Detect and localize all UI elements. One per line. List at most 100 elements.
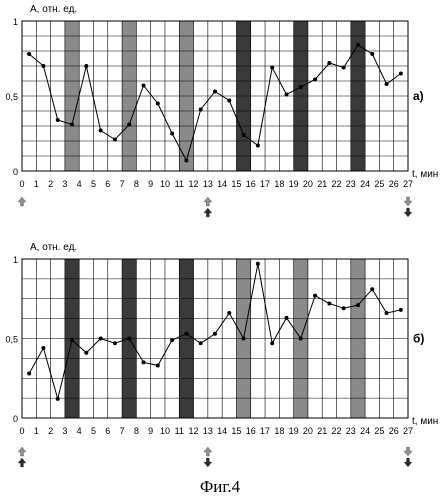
x-tick-label: 21 (317, 426, 327, 436)
data-point (170, 132, 174, 136)
panel-label: а) (413, 89, 424, 103)
x-tick-label: 20 (303, 179, 313, 189)
x-tick-label: 2 (48, 426, 53, 436)
x-tick-label: 7 (120, 179, 125, 189)
data-point (113, 138, 117, 142)
data-point (184, 159, 188, 163)
x-tick-label: 17 (260, 179, 270, 189)
data-point (84, 351, 88, 355)
arrow-up-dark-icon (18, 458, 26, 467)
data-point (199, 108, 203, 112)
x-tick-label: 13 (203, 179, 213, 189)
x-tick-label: 16 (246, 426, 256, 436)
y-tick-label: 1 (13, 17, 18, 27)
data-point (56, 118, 60, 122)
data-point (256, 262, 260, 266)
data-point (41, 346, 45, 350)
data-point (27, 371, 31, 375)
x-tick-label: 3 (62, 426, 67, 436)
data-point (356, 303, 360, 307)
figure-caption: Фиг.4 (200, 477, 241, 496)
x-tick-label: 16 (246, 179, 256, 189)
x-tick-label: 7 (120, 426, 125, 436)
data-point (284, 93, 288, 97)
data-point (70, 123, 74, 127)
data-point (242, 133, 246, 137)
y-axis-label: A, отн. ед. (30, 242, 77, 253)
chart-panel-b: 00,5101234567891011121314151617181920212… (5, 242, 438, 467)
x-tick-label: 26 (389, 426, 399, 436)
x-axis-label: t, мин (412, 169, 438, 180)
arrow-down-light-icon (404, 447, 412, 456)
data-point (99, 337, 103, 341)
y-tick-label: 1 (13, 255, 18, 265)
arrow-down-light-icon (404, 197, 412, 206)
y-tick-label: 0 (13, 167, 18, 177)
data-point (199, 341, 203, 345)
x-tick-label: 0 (19, 179, 24, 189)
x-tick-label: 23 (346, 426, 356, 436)
data-point (299, 337, 303, 341)
x-tick-label: 25 (374, 426, 384, 436)
x-tick-label: 1 (34, 179, 39, 189)
x-tick-label: 26 (389, 179, 399, 189)
x-tick-label: 14 (217, 179, 227, 189)
data-point (327, 61, 331, 65)
data-point (256, 144, 260, 148)
x-tick-label: 27 (403, 426, 413, 436)
y-tick-label: 0,5 (5, 92, 18, 102)
x-tick-label: 22 (332, 426, 342, 436)
data-point (399, 308, 403, 312)
data-point (370, 52, 374, 56)
data-point (127, 337, 131, 341)
arrow-up-light-icon (204, 197, 212, 206)
x-tick-label: 8 (134, 426, 139, 436)
x-tick-label: 4 (77, 426, 82, 436)
data-point (385, 82, 389, 86)
data-point (313, 78, 317, 82)
data-point (299, 85, 303, 89)
data-point (213, 332, 217, 336)
arrow-up-dark-icon (204, 208, 212, 217)
x-tick-label: 6 (105, 179, 110, 189)
x-tick-label: 4 (77, 179, 82, 189)
x-tick-label: 21 (317, 179, 327, 189)
series-line (29, 45, 401, 161)
arrow-down-dark-icon (204, 458, 212, 467)
chart-panel-a: 00,5101234567891011121314151617181920212… (5, 4, 438, 217)
data-point (113, 341, 117, 345)
data-point (370, 287, 374, 291)
arrow-up-light-icon (204, 447, 212, 456)
x-tick-label: 19 (289, 179, 299, 189)
data-point (127, 123, 131, 127)
y-tick-label: 0 (13, 414, 18, 424)
x-tick-label: 15 (231, 179, 241, 189)
arrow-up-light-icon (18, 447, 26, 456)
data-point (27, 52, 31, 56)
data-point (142, 84, 146, 88)
arrow-down-dark-icon (404, 458, 412, 467)
x-tick-label: 9 (148, 426, 153, 436)
x-tick-label: 0 (19, 426, 24, 436)
data-point (385, 311, 389, 315)
x-tick-label: 3 (62, 179, 67, 189)
data-point (270, 341, 274, 345)
x-tick-label: 17 (260, 426, 270, 436)
panel-label: б) (413, 332, 424, 346)
data-point (313, 294, 317, 298)
x-axis-label: t, мин (412, 416, 438, 427)
x-tick-label: 24 (360, 426, 370, 436)
x-tick-label: 25 (374, 179, 384, 189)
x-tick-label: 12 (189, 426, 199, 436)
x-tick-label: 18 (274, 426, 284, 436)
x-tick-label: 10 (160, 179, 170, 189)
data-point (227, 311, 231, 315)
data-point (156, 364, 160, 368)
arrow-down-dark-icon (404, 208, 412, 217)
x-tick-label: 19 (289, 426, 299, 436)
data-point (399, 72, 403, 76)
y-tick-label: 0,5 (5, 335, 18, 345)
x-tick-label: 11 (175, 179, 184, 189)
x-tick-label: 22 (332, 179, 342, 189)
